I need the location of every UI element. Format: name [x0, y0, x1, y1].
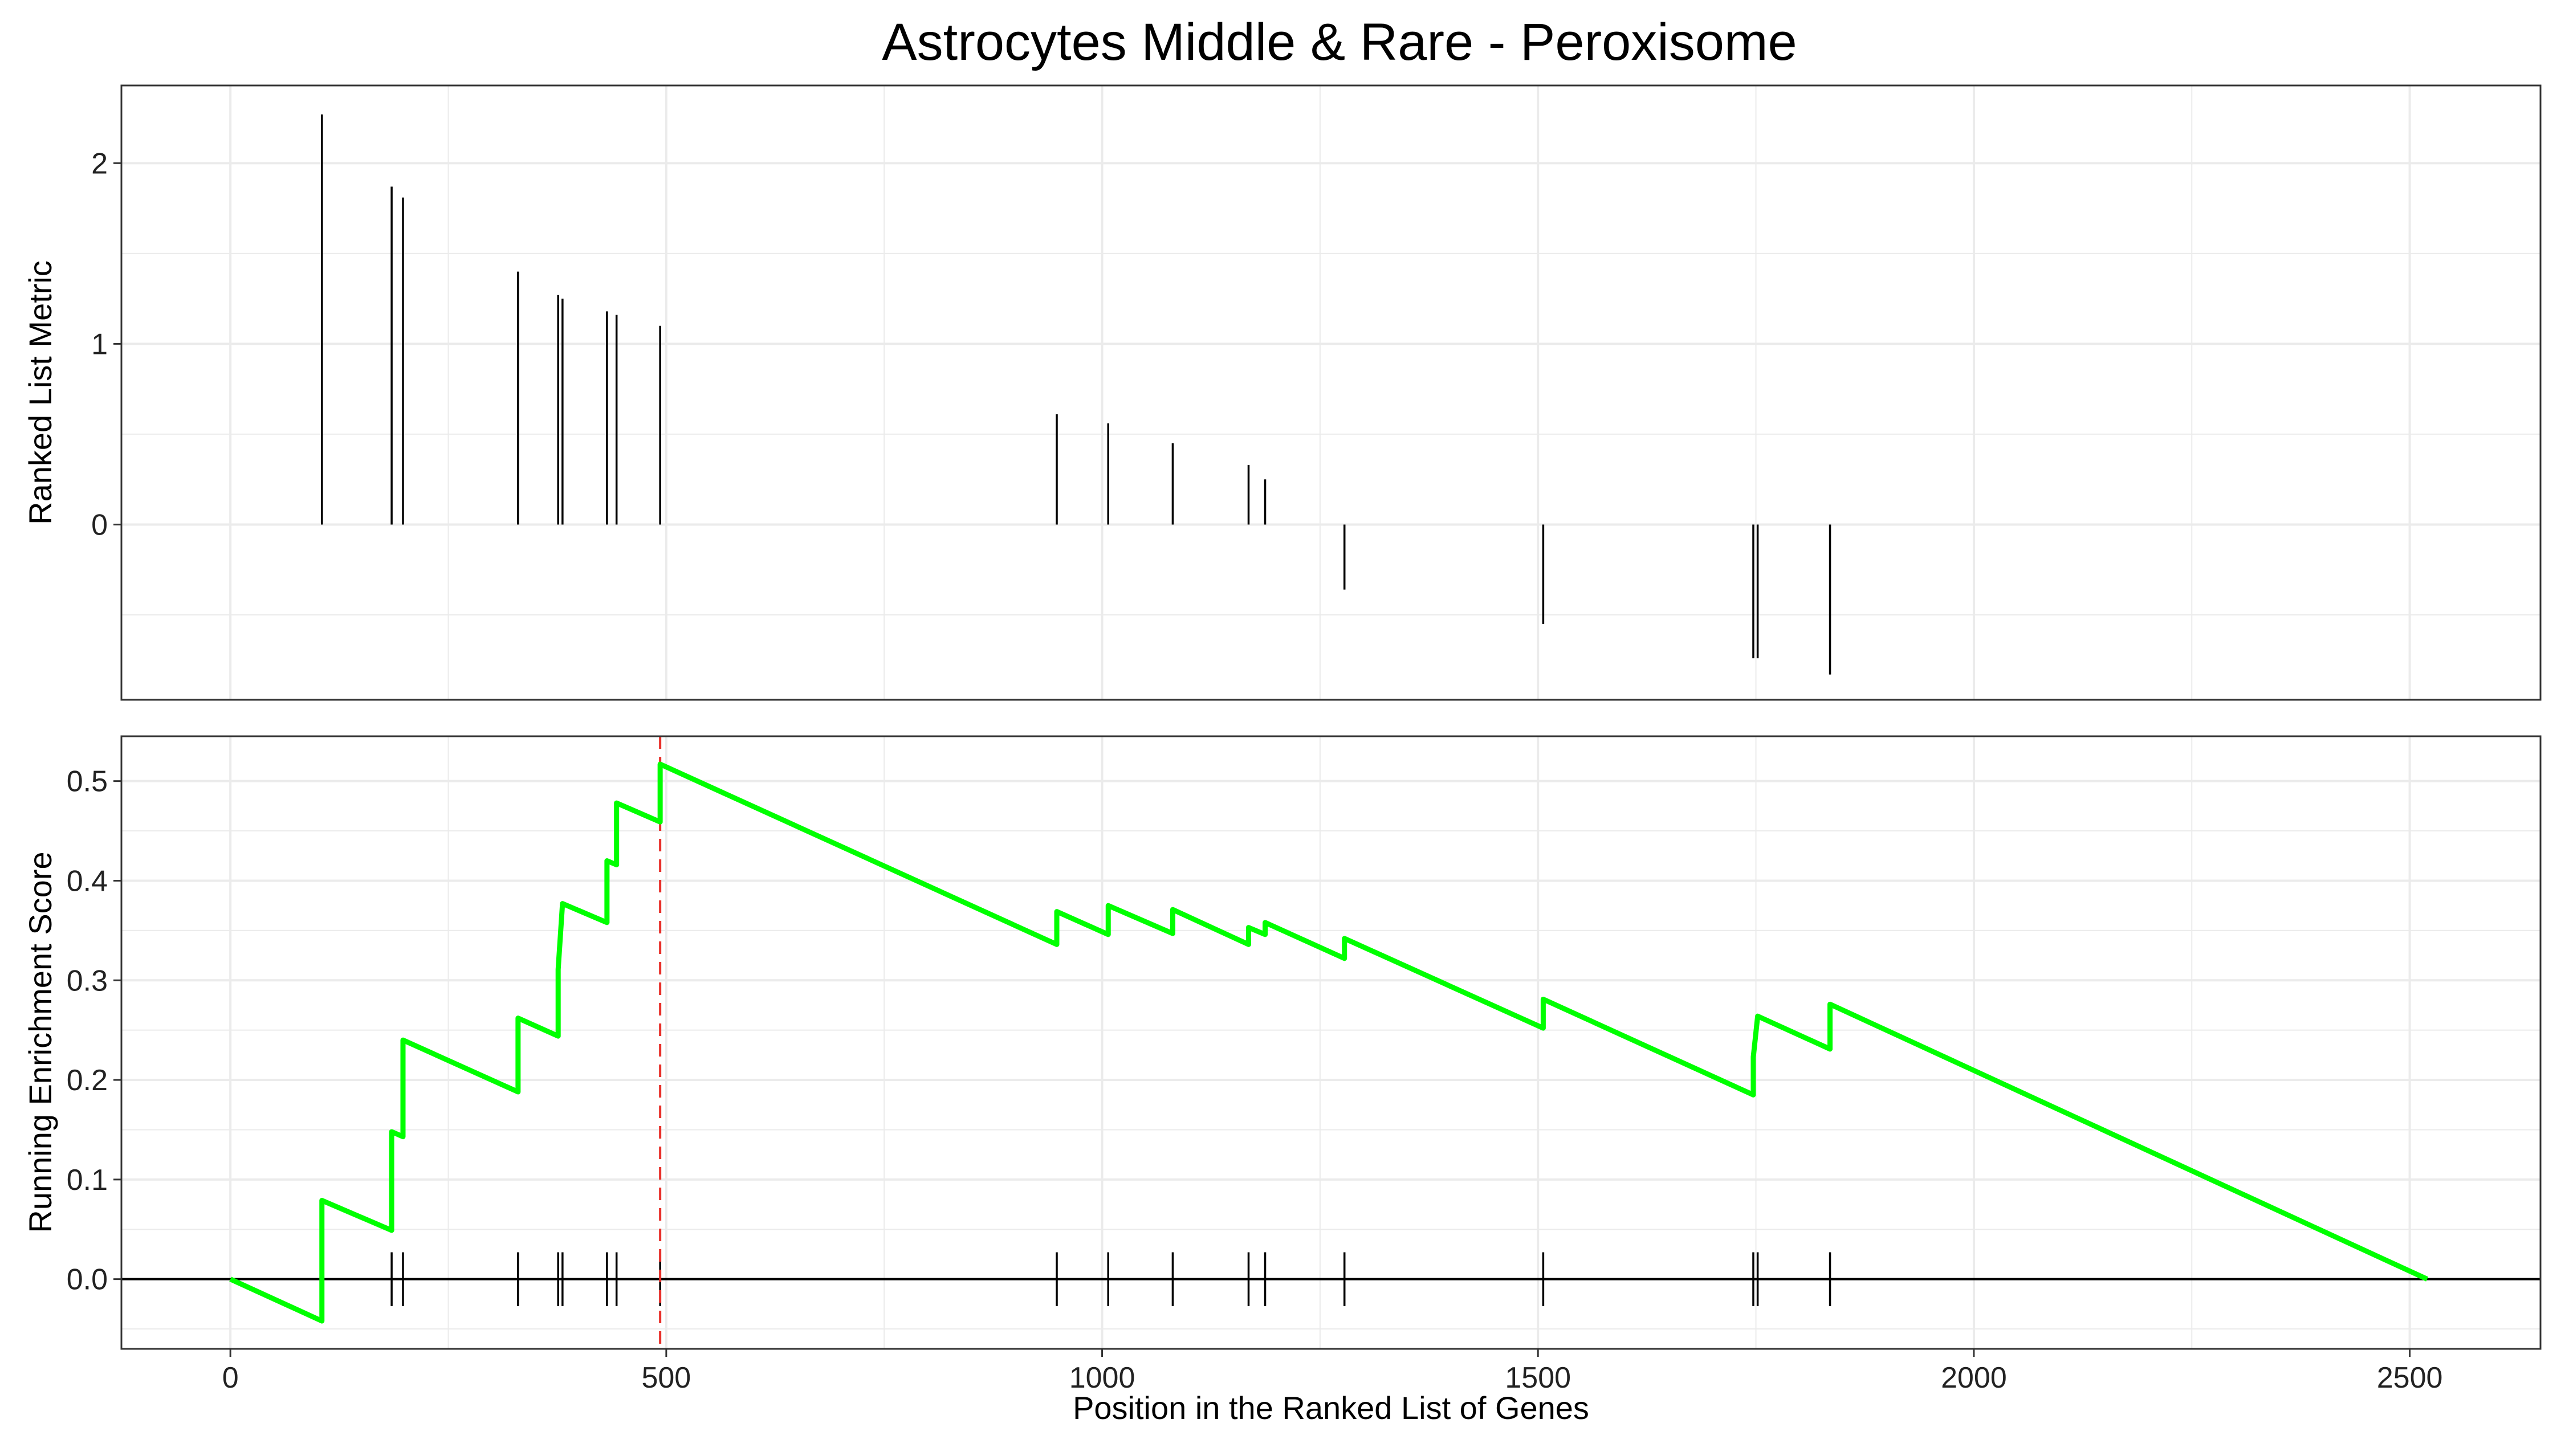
ranked-metric-panel: 0 1 2 Ranked List Metric	[22, 84, 2542, 701]
y-tick-label: 0.4	[67, 864, 108, 898]
running-score-panel: 0.0 0.1 0.2 0.3 0.4 0.5 Running Enrichment Sc…	[22, 735, 2542, 1350]
y-tick-label: 0.1	[67, 1164, 108, 1197]
y-tick-label: 0.2	[67, 1064, 108, 1097]
ranked-metric-bars	[321, 114, 1831, 675]
top-y-axis: 0 1 2	[91, 147, 121, 541]
chart-title: Astrocytes Middle & Rare - Peroxisome	[882, 13, 1797, 71]
y-tick-label: 0.5	[67, 765, 108, 798]
x-tick-label: 2000	[1941, 1361, 2007, 1394]
x-tick-label: 0	[222, 1361, 239, 1394]
x-tick-label: 2500	[2377, 1361, 2443, 1394]
top-panel-border	[120, 84, 2542, 701]
y-tick-label: 0	[91, 508, 108, 541]
y-tick-label: 0.0	[67, 1263, 108, 1296]
running-score-line	[229, 761, 2429, 1324]
x-tick-label: 1000	[1069, 1361, 1135, 1394]
top-panel-grid	[121, 85, 2540, 700]
top-y-axis-title: Ranked List Metric	[22, 260, 58, 525]
bottom-y-axis-title: Running Enrichment Score	[22, 851, 58, 1233]
x-axis: 0 500 1000 1500 2000 2500	[222, 1349, 2443, 1394]
x-axis-title: Position in the Ranked List of Genes	[1073, 1390, 1589, 1426]
bottom-y-axis: 0.0 0.1 0.2 0.3 0.4 0.5	[67, 765, 121, 1296]
y-tick-label: 1	[91, 328, 108, 361]
x-tick-label: 1500	[1505, 1361, 1571, 1394]
y-tick-label: 0.3	[67, 964, 108, 997]
x-tick-label: 500	[641, 1361, 691, 1394]
bottom-panel-border	[120, 735, 2542, 1350]
y-tick-label: 2	[91, 147, 108, 180]
